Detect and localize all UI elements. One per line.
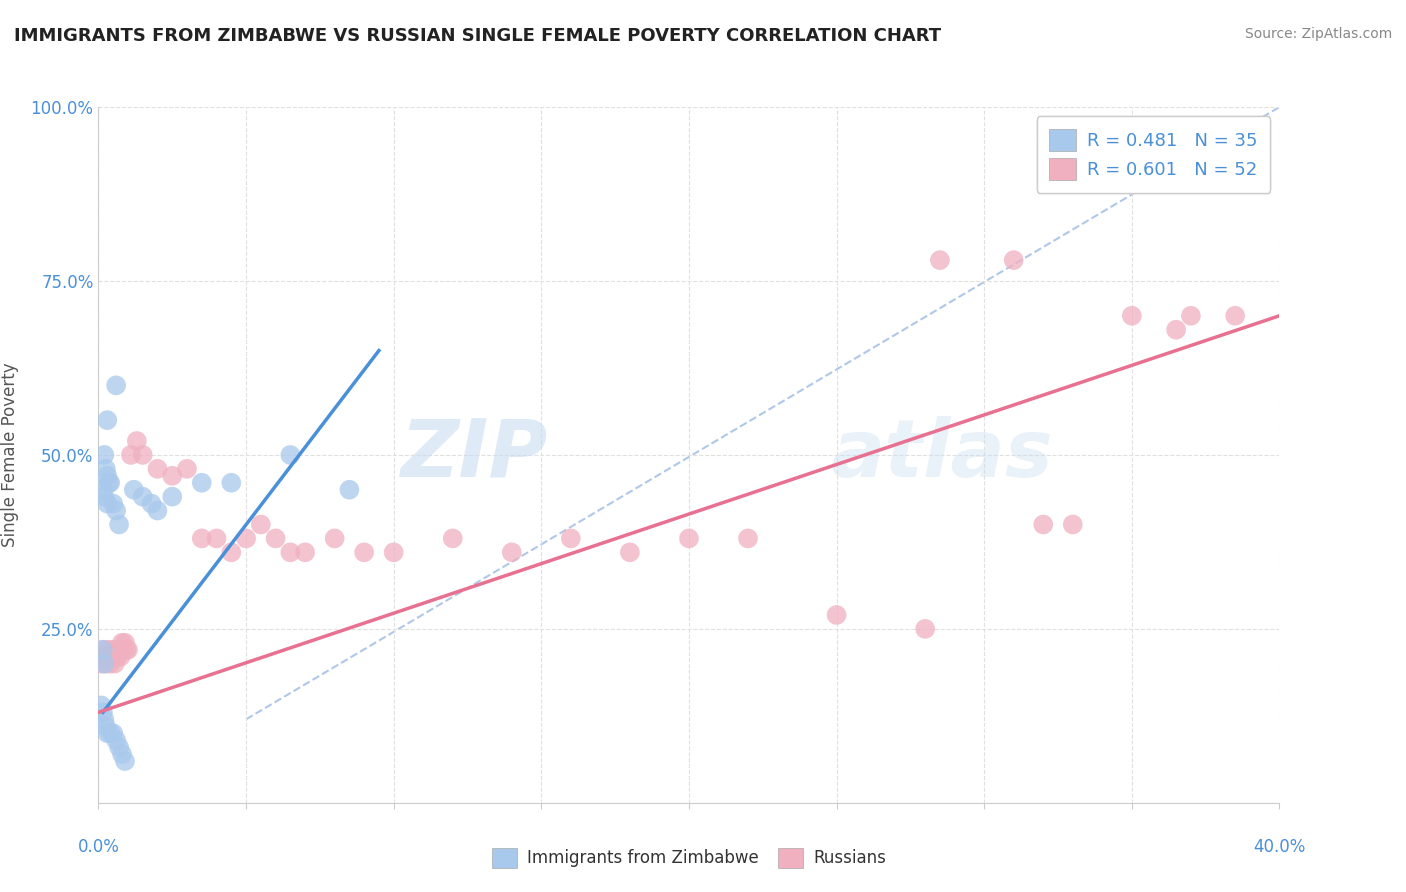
Point	[235, 532, 257, 546]
Point	[1032, 517, 1054, 532]
Text: atlas: atlas	[831, 416, 1053, 494]
Point	[90, 698, 112, 713]
Point	[98, 726, 121, 740]
Point	[94, 462, 117, 476]
Point	[96, 468, 118, 483]
Point	[93, 649, 115, 664]
Point	[132, 490, 155, 504]
Point	[93, 490, 115, 504]
Point	[280, 545, 302, 559]
Point	[501, 545, 523, 559]
Text: 40.0%: 40.0%	[1253, 838, 1306, 855]
Point	[98, 475, 121, 490]
Point	[93, 712, 115, 726]
Point	[264, 532, 287, 546]
Point	[100, 642, 122, 657]
Point	[110, 649, 132, 664]
Point	[122, 483, 145, 497]
Point	[280, 448, 302, 462]
Point	[162, 468, 183, 483]
Text: 0.0%: 0.0%	[77, 838, 120, 855]
Point	[97, 649, 120, 664]
Point	[382, 545, 405, 559]
Point	[914, 622, 936, 636]
Point	[294, 545, 316, 559]
Point	[162, 490, 183, 504]
Point	[441, 532, 464, 546]
Point	[1166, 323, 1188, 337]
Point	[353, 545, 375, 559]
Point	[221, 545, 243, 559]
Point	[103, 497, 125, 511]
Point	[114, 636, 136, 650]
Point	[107, 649, 129, 664]
Point	[94, 657, 117, 671]
Point	[96, 413, 118, 427]
Point	[93, 657, 115, 671]
Text: ZIP: ZIP	[399, 416, 547, 494]
Point	[105, 642, 128, 657]
Point	[339, 483, 361, 497]
Point	[91, 642, 114, 657]
Point	[678, 532, 700, 546]
Point	[1180, 309, 1202, 323]
Point	[108, 642, 131, 657]
Point	[111, 747, 134, 761]
Point	[98, 657, 121, 671]
Point	[115, 642, 138, 657]
Point	[96, 642, 118, 657]
Point	[1121, 309, 1143, 323]
Point	[191, 475, 214, 490]
Point	[97, 475, 120, 490]
Text: Source: ZipAtlas.com: Source: ZipAtlas.com	[1244, 27, 1392, 41]
Point	[929, 253, 952, 268]
Point	[90, 657, 112, 671]
Point	[105, 503, 128, 517]
Point	[108, 740, 131, 755]
Point	[825, 607, 848, 622]
Point	[1062, 517, 1084, 532]
Point	[560, 532, 582, 546]
Point	[141, 497, 163, 511]
Point	[1002, 253, 1025, 268]
Point	[104, 657, 127, 671]
Point	[112, 642, 135, 657]
Point	[94, 719, 117, 733]
Point	[191, 532, 214, 546]
Point	[103, 649, 125, 664]
Point	[146, 503, 169, 517]
Point	[132, 448, 155, 462]
Point	[91, 706, 114, 720]
Point	[111, 636, 134, 650]
Point	[221, 475, 243, 490]
Point	[96, 497, 118, 511]
Point	[91, 483, 114, 497]
Text: IMMIGRANTS FROM ZIMBABWE VS RUSSIAN SINGLE FEMALE POVERTY CORRELATION CHART: IMMIGRANTS FROM ZIMBABWE VS RUSSIAN SING…	[14, 27, 941, 45]
Point	[205, 532, 228, 546]
Point	[114, 754, 136, 768]
Point	[96, 726, 118, 740]
Point	[323, 532, 346, 546]
Point	[91, 642, 114, 657]
Point	[93, 448, 115, 462]
Legend: R = 0.481   N = 35, R = 0.601   N = 52: R = 0.481 N = 35, R = 0.601 N = 52	[1036, 116, 1271, 193]
Point	[619, 545, 641, 559]
Point	[120, 448, 142, 462]
Point	[105, 378, 128, 392]
Point	[117, 642, 139, 657]
Point	[1225, 309, 1247, 323]
Legend: Immigrants from Zimbabwe, Russians: Immigrants from Zimbabwe, Russians	[485, 841, 893, 875]
Point	[105, 733, 128, 747]
Y-axis label: Single Female Poverty: Single Female Poverty	[1, 363, 20, 547]
Point	[125, 434, 148, 448]
Point	[103, 726, 125, 740]
Point	[737, 532, 759, 546]
Point	[108, 517, 131, 532]
Point	[146, 462, 169, 476]
Point	[250, 517, 273, 532]
Point	[176, 462, 198, 476]
